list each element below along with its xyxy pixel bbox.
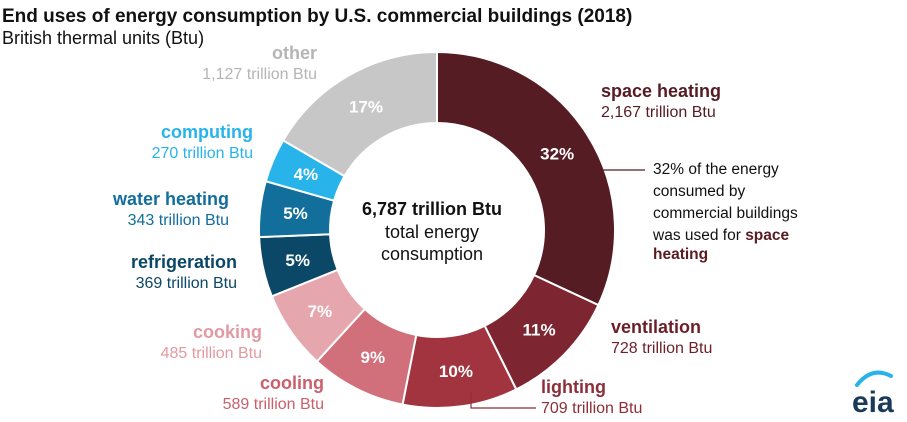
pct-label-space-heating: 32% [540, 144, 574, 163]
pct-label-water-heating: 5% [283, 204, 308, 223]
label-value-computing: 270 trillion Btu [152, 145, 253, 162]
label-name-cooking: cooking [193, 322, 262, 342]
label-name-ventilation: ventilation [611, 317, 701, 337]
label-value-other: 1,127 trillion Btu [202, 66, 317, 83]
annotation-line-1: 32% of the energy [653, 161, 779, 178]
label-value-ventilation: 728 trillion Btu [611, 340, 712, 357]
label-name-other: other [272, 43, 317, 63]
label-value-cooling: 589 trillion Btu [223, 396, 324, 413]
annotation-emphasis-1: space [745, 227, 789, 244]
pct-label-cooking: 7% [308, 302, 333, 321]
center-line-1: total energy [385, 222, 479, 242]
logo-text: eia [852, 386, 894, 419]
annotation-line-3: commercial buildings [653, 205, 798, 222]
label-name-space-heating: space heating [601, 81, 721, 101]
label-name-computing: computing [161, 122, 253, 142]
label-name-refrigeration: refrigeration [131, 252, 237, 272]
center-label: 6,787 trillion Btu total energy consumpt… [362, 199, 502, 264]
label-value-lighting: 709 trillion Btu [541, 400, 642, 417]
category-labels: space heating 2,167 trillion Btu ventilati… [112, 43, 721, 417]
annotation: 32% of the energy consumed by commercial… [652, 161, 798, 263]
slice-space-heating [436, 50, 616, 307]
chart-subtitle: British thermal units (Btu) [2, 28, 204, 48]
label-name-cooling: cooling [260, 373, 324, 393]
label-name-lighting: lighting [541, 377, 606, 397]
label-value-space-heating: 2,167 trillion Btu [601, 104, 716, 121]
pct-label-other: 17% [349, 97, 383, 116]
annotation-emphasis-2: heating [653, 246, 708, 263]
pct-label-lighting: 10% [439, 362, 473, 381]
slice-other [281, 50, 438, 178]
pct-label-cooling: 9% [360, 348, 385, 367]
label-value-refrigeration: 369 trillion Btu [136, 275, 237, 292]
chart-title: End uses of energy consumption by U.S. c… [2, 6, 632, 27]
pct-label-computing: 4% [294, 165, 319, 184]
slice-group [258, 50, 616, 409]
label-value-cooking: 485 trillion Btu [161, 345, 262, 362]
eia-logo: eia [852, 370, 894, 419]
leader-lines [470, 169, 645, 409]
percent-labels: 32% 11% 10% 9% 7% 5% 5% 4% 17% [283, 97, 574, 381]
annotation-line-2: consumed by [653, 183, 745, 200]
pct-label-ventilation: 11% [523, 320, 556, 339]
lighting-leader-line [470, 392, 536, 409]
pct-label-refrigeration: 5% [285, 251, 310, 270]
logo-arc-icon [855, 370, 893, 387]
label-name-water-heating: water heating [112, 189, 229, 209]
label-value-water-heating: 343 trillion Btu [128, 212, 229, 229]
center-line-2: consumption [381, 244, 483, 264]
annotation-line-4-text: was used for [652, 227, 745, 244]
center-total: 6,787 trillion Btu [362, 199, 502, 219]
annotation-line-4: was used for space [652, 227, 790, 244]
